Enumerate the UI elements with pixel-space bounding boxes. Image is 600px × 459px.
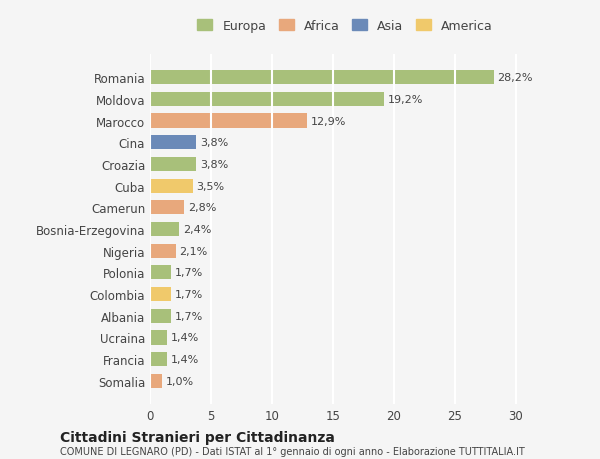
Text: 1,7%: 1,7%: [175, 268, 203, 278]
Bar: [150, 287, 171, 302]
Text: 19,2%: 19,2%: [388, 95, 423, 105]
Text: 2,1%: 2,1%: [179, 246, 208, 256]
Bar: [150, 223, 179, 236]
Text: 3,8%: 3,8%: [200, 160, 228, 169]
Bar: [150, 157, 196, 172]
Bar: [150, 244, 176, 258]
Bar: [150, 309, 171, 323]
Bar: [150, 330, 167, 345]
Bar: [150, 266, 171, 280]
Text: 28,2%: 28,2%: [497, 73, 533, 83]
Text: 1,4%: 1,4%: [171, 354, 199, 364]
Bar: [150, 93, 384, 106]
Text: Cittadini Stranieri per Cittadinanza: Cittadini Stranieri per Cittadinanza: [60, 430, 335, 444]
Text: 12,9%: 12,9%: [311, 116, 346, 126]
Text: 2,4%: 2,4%: [183, 224, 211, 235]
Bar: [150, 71, 494, 85]
Text: 2,8%: 2,8%: [188, 203, 216, 213]
Legend: Europa, Africa, Asia, America: Europa, Africa, Asia, America: [194, 16, 496, 36]
Bar: [150, 201, 184, 215]
Bar: [150, 179, 193, 193]
Text: 1,7%: 1,7%: [175, 290, 203, 299]
Text: 1,0%: 1,0%: [166, 376, 194, 386]
Text: 1,4%: 1,4%: [171, 333, 199, 343]
Bar: [150, 374, 162, 388]
Text: COMUNE DI LEGNARO (PD) - Dati ISTAT al 1° gennaio di ogni anno - Elaborazione TU: COMUNE DI LEGNARO (PD) - Dati ISTAT al 1…: [60, 447, 525, 456]
Text: 1,7%: 1,7%: [175, 311, 203, 321]
Bar: [150, 353, 167, 366]
Text: 3,5%: 3,5%: [196, 181, 224, 191]
Bar: [150, 136, 196, 150]
Text: 3,8%: 3,8%: [200, 138, 228, 148]
Bar: [150, 114, 307, 129]
